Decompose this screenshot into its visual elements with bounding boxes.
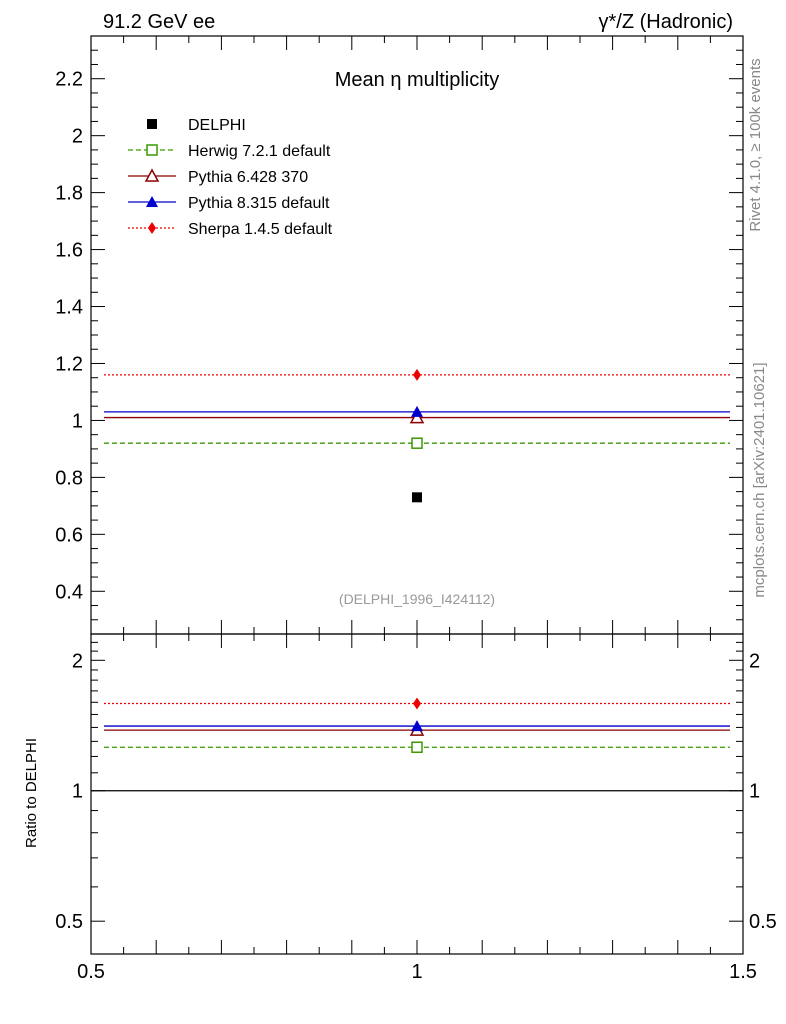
legend-entry-label: Sherpa 1.4.5 default: [188, 221, 333, 238]
ratio-panel-frame: [90, 633, 744, 955]
main-series-marker: [411, 437, 423, 449]
main-y-tick-label: 2: [72, 126, 83, 148]
legend: DELPHI Herwig 7.2.1 default Pythia 6.428 3…: [128, 117, 333, 238]
main-y-tick-label: 1.4: [55, 297, 83, 319]
ratio-y-tick-label-left: 0.5: [55, 911, 83, 933]
ratio-series-marker: [413, 697, 421, 710]
main-y-ticks: 0.4 0.6 0.8 1 1.2 1.4 1.6 1.8 2 2.2: [55, 49, 743, 621]
ratio-y-ticks: 0.5 0.5 1 1 2 2: [55, 641, 777, 933]
header-energy-label: 91.2 GeV ee: [103, 11, 215, 33]
x-tick-label: 0.5: [77, 961, 105, 983]
main-y-tick-label: 1.2: [55, 353, 83, 375]
legend-marker: [144, 168, 160, 182]
legend-marker: [148, 222, 156, 234]
legend-marker: [146, 196, 158, 207]
main-y-tick-label: 0.8: [55, 467, 83, 489]
main-y-tick-label: 1.8: [55, 183, 83, 205]
main-series-marker: [411, 405, 423, 417]
x-tick-label: 1.5: [729, 961, 757, 983]
ratio-y-tick-label-right: 0.5: [749, 911, 777, 933]
legend-marker: [147, 119, 157, 129]
x-ticks: 0.5 1 1.5: [77, 36, 757, 983]
plot-title: Mean η multiplicity: [335, 69, 500, 91]
ratio-y-tick-label-left: 2: [72, 650, 83, 672]
ratio-y-tick-label-left: 1: [72, 781, 83, 803]
main-y-tick-label: 1.6: [55, 240, 83, 262]
x-tick-label: 1: [411, 961, 422, 983]
header-process-label: γ*/Z (Hadronic): [599, 11, 733, 33]
main-y-tick-label: 1: [72, 410, 83, 432]
ratio-y-tick-label-right: 2: [749, 650, 760, 672]
main-series-marker: [413, 368, 421, 381]
main-series-marker: [409, 410, 425, 424]
legend-entry-label: Pythia 6.428 370: [188, 169, 308, 186]
legend-entry-label: Pythia 8.315 default: [188, 195, 330, 212]
data-point-marker: [412, 492, 422, 503]
rivet-version-label: Rivet 4.1.0, ≥ 100k events: [747, 58, 764, 231]
ratio-series-layer: [91, 697, 743, 792]
analysis-label: (DELPHI_1996_I424112): [339, 591, 495, 607]
legend-entry-label: DELPHI: [188, 117, 246, 134]
main-series-layer: [104, 368, 730, 503]
ratio-y-tick-label-right: 1: [749, 781, 760, 803]
ratio-series-marker: [411, 741, 423, 754]
source-url-label: mcplots.cern.ch [arXiv:2401.10621]: [751, 362, 768, 597]
main-y-tick-label: 0.4: [55, 581, 83, 603]
legend-entry-label: Herwig 7.2.1 default: [188, 143, 331, 160]
ratio-series-marker: [411, 720, 423, 732]
main-y-tick-label: 0.6: [55, 524, 83, 546]
legend-marker: [146, 144, 158, 156]
ratio-y-axis-label: Ratio to DELPHI: [23, 738, 40, 848]
main-y-tick-label: 2.2: [55, 69, 83, 91]
